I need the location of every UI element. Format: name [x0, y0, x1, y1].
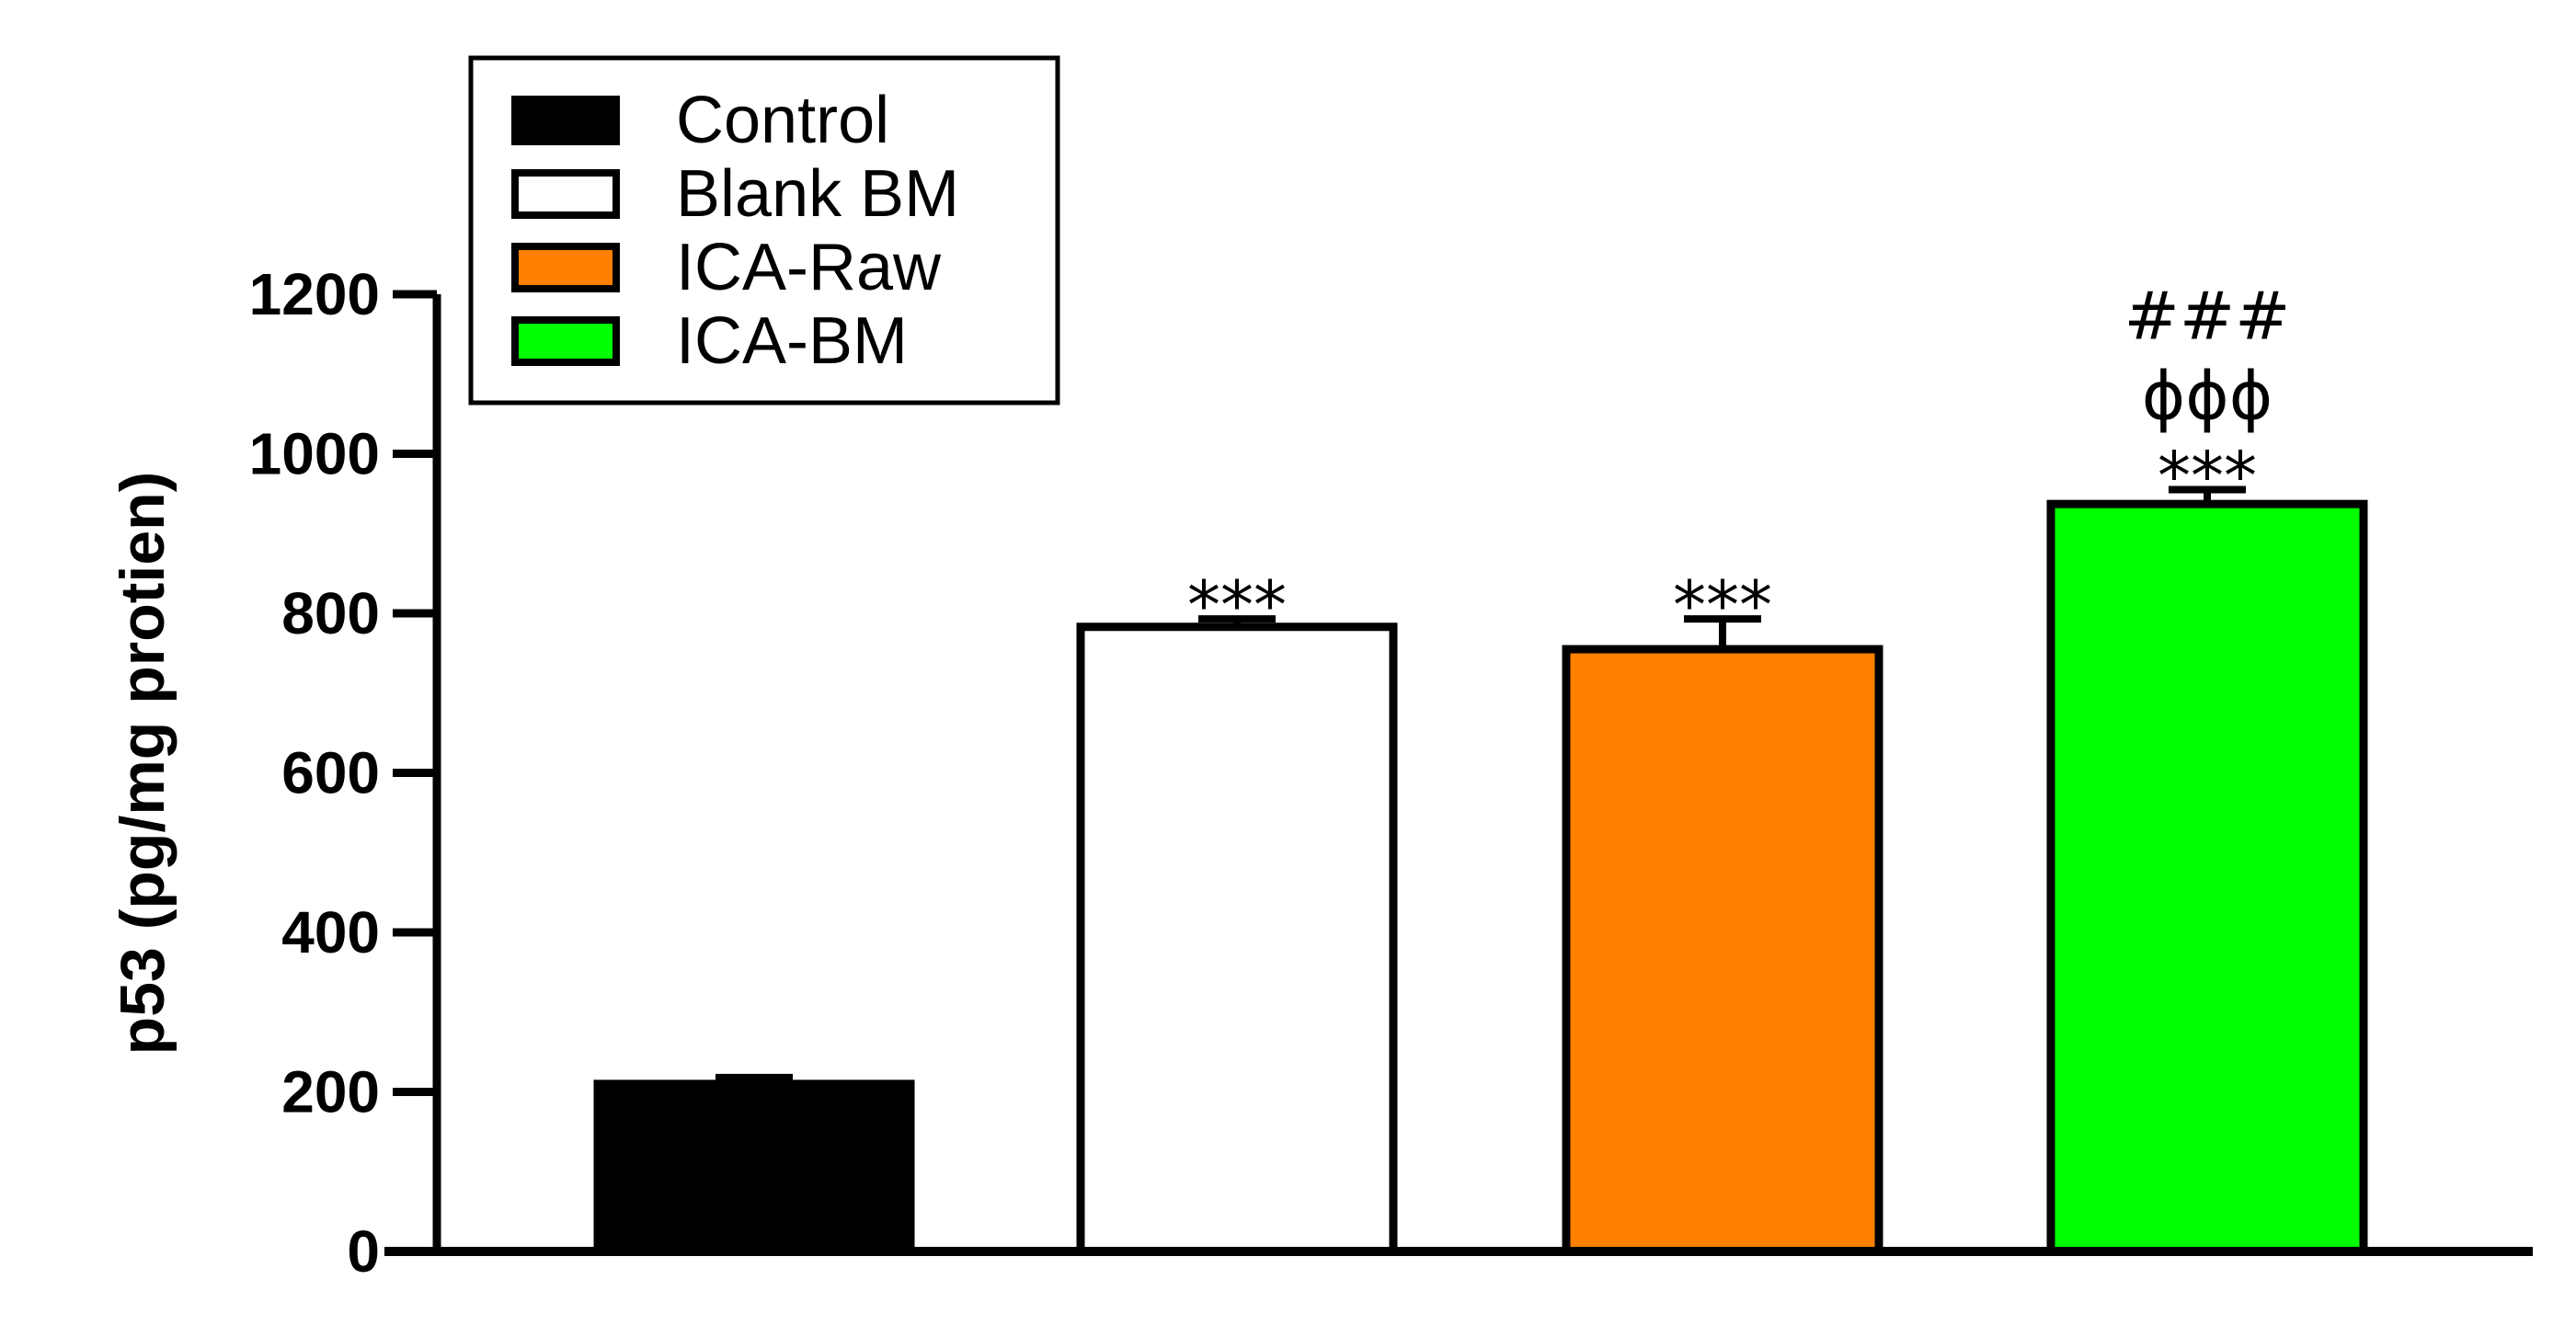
bar-ica-bm	[2046, 499, 2368, 1256]
y-tick-label: 0	[347, 1218, 380, 1285]
y-axis: 0 200 400 600 800 1000 1200	[249, 261, 2533, 1285]
y-axis-label: p53 (pg/mg protien)	[108, 472, 177, 1056]
legend-entry-label: Control	[676, 84, 889, 157]
error-bar	[1198, 615, 1276, 627]
bars-layer	[593, 499, 2368, 1256]
significance-label: ***	[1673, 566, 1772, 644]
y-tick-label: 800	[281, 580, 380, 646]
legend-swatch	[511, 96, 620, 145]
legend-entry-label: Blank BM	[676, 157, 959, 231]
bar-control	[593, 1079, 915, 1256]
significance-label: ###	[2124, 278, 2291, 355]
error-bar	[716, 1073, 793, 1084]
y-tick-label: 1200	[249, 261, 380, 327]
error-bar	[2169, 485, 2246, 505]
bar-blank-bm	[1076, 623, 1398, 1256]
significance-label: ***	[1187, 566, 1287, 644]
legend-swatch	[511, 316, 620, 366]
y-tick-label: 600	[281, 740, 380, 806]
y-tick-label: 1000	[249, 421, 380, 487]
legend-entry-label: ICA-BM	[676, 304, 908, 378]
legend-swatch	[511, 243, 620, 292]
legend-swatch	[511, 169, 620, 219]
error-bars-layer	[716, 485, 2246, 1084]
bar-ica-raw	[1562, 645, 1883, 1256]
legend-entry-label: ICA-Raw	[676, 231, 942, 304]
error-bar	[1684, 615, 1761, 650]
significance-label: ***	[2158, 438, 2257, 515]
y-tick-label: 400	[281, 899, 380, 965]
significance-label: ϕϕϕ	[2142, 358, 2273, 435]
significance-annotations: *** ******ϕϕϕ###	[1187, 278, 2290, 645]
y-tick-label: 200	[281, 1059, 380, 1125]
